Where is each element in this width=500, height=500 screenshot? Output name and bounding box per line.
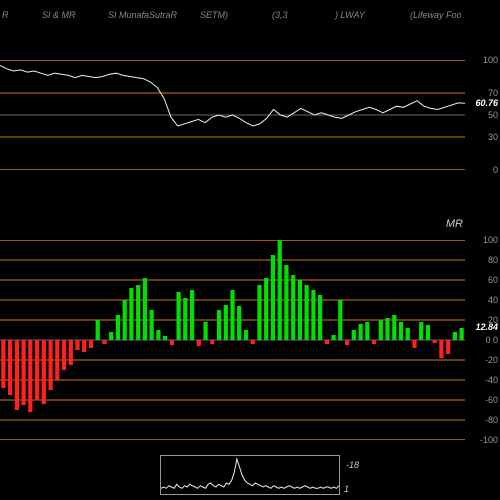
line-tick-label: 50 — [488, 110, 498, 120]
bar-tick-label: 60 — [488, 275, 498, 285]
mr-bar-svg — [0, 240, 465, 440]
bar-tick-label: -100 — [480, 435, 498, 445]
bar-tick-label: -80 — [485, 415, 498, 425]
bar-tick-label: 80 — [488, 255, 498, 265]
header-label: (3,3 — [272, 10, 288, 20]
rsi-line-svg — [0, 60, 465, 170]
bar-current-value: 12.84 — [475, 322, 498, 332]
mini-chart-panel: -18 1 — [160, 455, 340, 495]
bar-tick-label: -20 — [485, 355, 498, 365]
line-current-value: 60.76 — [475, 98, 498, 108]
bar-tick-label: -60 — [485, 395, 498, 405]
mini-right-label: -18 — [346, 460, 359, 470]
bar-tick-label: 40 — [488, 295, 498, 305]
line-tick-label: 30 — [488, 132, 498, 142]
header-label: SI MunafaSutraR — [108, 10, 177, 20]
mini-bottom-label: 1 — [344, 484, 349, 494]
line-tick-label: 0 — [493, 165, 498, 175]
header-label: ) LWAY — [335, 10, 365, 20]
header-labels: R SI & MR SI MunafaSutraR SETM) (3,3 ) LWAY (L… — [0, 10, 500, 30]
mini-chart-svg — [161, 456, 339, 494]
header-label: SETM) — [200, 10, 228, 20]
bar-tick-label: -40 — [485, 375, 498, 385]
header-label: R — [2, 10, 9, 20]
line-tick-label: 100 — [483, 55, 498, 65]
header-label: SI & MR — [42, 10, 76, 20]
header-label: (Lifeway Foo — [410, 10, 462, 20]
rsi-line-panel: 030507010060.76 — [0, 60, 465, 170]
bar-tick-label: 100 — [483, 235, 498, 245]
mr-title: MR — [446, 218, 463, 230]
bar-tick-label: 0 0 — [485, 335, 498, 345]
mr-bar-panel: MR -100-80-60-40-200 02040608010012.84 — [0, 240, 465, 440]
line-tick-label: 70 — [488, 88, 498, 98]
